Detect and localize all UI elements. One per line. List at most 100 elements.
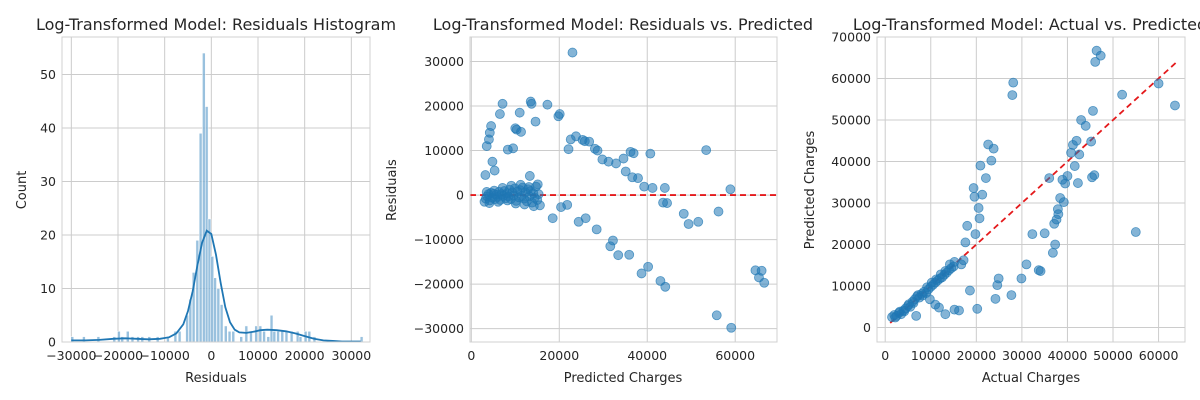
x-tick-label: 40000 [627, 348, 667, 363]
y-tick-label: 40 [40, 120, 56, 135]
scatter-point [958, 255, 969, 266]
histogram-bar [224, 325, 228, 343]
histogram-bar [269, 314, 274, 343]
scatter-point [660, 281, 671, 292]
scatter-point [639, 181, 650, 192]
scatter-point [1089, 170, 1100, 181]
x-tick-label: 30000 [331, 348, 371, 363]
scatter-point [1039, 228, 1050, 239]
y-tick-label: −30000 [414, 321, 464, 336]
histogram-bar [276, 331, 280, 343]
scatter-point [713, 206, 724, 217]
scatter-point [1074, 149, 1085, 160]
x-tick-label: 60000 [715, 348, 755, 363]
x-tick-label: 10000 [911, 348, 951, 363]
histogram-bar [213, 277, 217, 343]
histogram-bar [219, 304, 224, 343]
scatter-point [1130, 227, 1141, 237]
scatter-point [960, 237, 971, 248]
actual-vs-predicted-xlabel: Actual Charges [982, 371, 1081, 386]
scatter-point [972, 303, 983, 314]
histogram-bar [117, 331, 121, 343]
scatter-point [532, 179, 543, 190]
scatter-point [693, 216, 704, 227]
scatter-point [530, 116, 541, 127]
scatter-point [487, 156, 498, 167]
y-tick-label: 40000 [831, 154, 871, 169]
y-tick-label: 30000 [424, 54, 464, 69]
scatter-point [726, 322, 737, 333]
scatter-point [516, 126, 526, 137]
scatter-point [1035, 266, 1046, 276]
scatter-point [1053, 209, 1064, 220]
scatter-point [1170, 100, 1180, 111]
scatter-point [993, 273, 1004, 284]
scatter-point [524, 171, 535, 181]
y-tick-label: 20 [40, 227, 56, 242]
scatter-point [519, 199, 530, 210]
x-tick-label: 30000 [1002, 348, 1042, 363]
scatter-point [1069, 161, 1080, 171]
scatter-point [968, 183, 979, 193]
scatter-point [1090, 56, 1101, 67]
scatter-point [592, 145, 603, 156]
residuals-plot-area [469, 36, 778, 343]
scatter-point [628, 148, 639, 159]
scatter-point [1058, 197, 1069, 208]
histogram-plot-area [61, 36, 371, 343]
y-tick-label: 20000 [831, 237, 871, 252]
actual-vs-predicted-panel: Log-Transformed Model: Actual vs. Predic… [803, 15, 1200, 386]
scatter-point [1073, 178, 1083, 188]
histogram-bar [204, 106, 209, 343]
y-tick-label: 0 [863, 320, 871, 335]
histogram-bar [244, 325, 249, 343]
scatter-point [645, 148, 656, 159]
y-tick-label: −10000 [414, 232, 464, 247]
scatter-point [899, 306, 910, 317]
y-tick-label: −20000 [414, 277, 464, 292]
scatter-point [633, 173, 643, 184]
scatter-point [554, 109, 565, 119]
scatter-point [974, 213, 985, 224]
scatter-point [988, 143, 999, 154]
y-tick-label: 10000 [424, 143, 464, 158]
scatter-point [508, 143, 519, 154]
scatter-point [647, 183, 658, 193]
scatter-point [711, 310, 722, 321]
scatter-point [970, 229, 981, 240]
scatter-point [547, 213, 558, 224]
x-tick-label: 0 [467, 348, 475, 363]
x-tick-label: 20000 [956, 348, 996, 363]
histogram-bar [126, 331, 130, 343]
residuals-xlabel: Predicted Charges [564, 371, 683, 386]
histogram-bar [262, 331, 266, 343]
x-tick-label: 50000 [1093, 348, 1133, 363]
histogram-bar [198, 133, 203, 343]
x-tick-label: 10000 [238, 348, 278, 363]
y-tick-label: 50000 [831, 112, 871, 127]
scatter-point [965, 285, 975, 296]
x-tick-label: 60000 [1139, 348, 1179, 363]
scatter-point [1071, 135, 1082, 146]
scatter-point [484, 198, 495, 208]
y-tick-label: 0 [456, 188, 464, 203]
y-tick-label: 30000 [831, 195, 871, 210]
scatter-point [659, 183, 670, 193]
y-tick-label: 10 [40, 281, 56, 296]
x-tick-label: 0 [881, 348, 889, 363]
scatter-point [934, 302, 944, 313]
scatter-point [1088, 105, 1098, 116]
histogram-bar [284, 331, 289, 343]
scatter-point [759, 277, 770, 288]
y-tick-label: 20000 [424, 99, 464, 114]
histogram-bar [231, 331, 235, 343]
histogram-bar [210, 256, 214, 343]
scatter-point [725, 184, 736, 195]
histogram-bar [254, 325, 258, 343]
scatter-point [662, 198, 672, 208]
scatter-point [567, 47, 578, 58]
scatter-point [756, 265, 767, 276]
scatter-point [1086, 136, 1097, 147]
scatter-point [611, 158, 621, 169]
scatter-point [1095, 50, 1106, 61]
